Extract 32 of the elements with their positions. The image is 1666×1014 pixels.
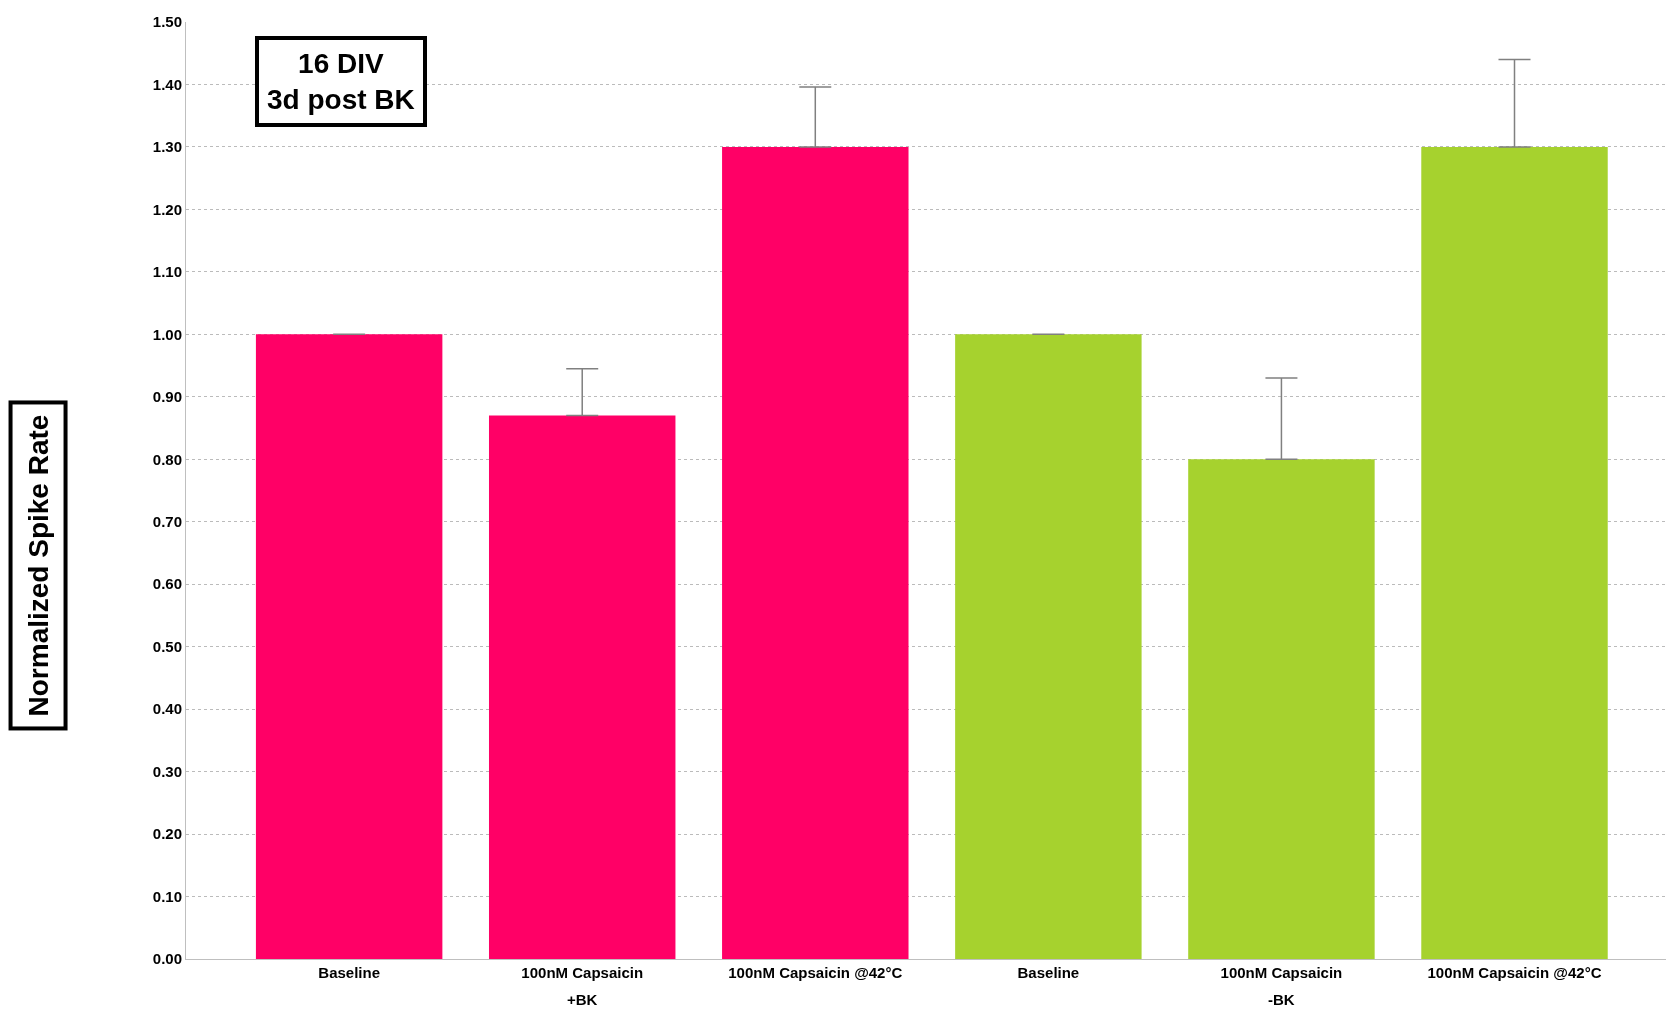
bar: [955, 334, 1142, 959]
y-tick-label: 0.20: [152, 825, 182, 843]
y-tick-label: 0.70: [152, 512, 182, 530]
y-tick-label: 1.20: [152, 200, 182, 218]
x-tick-label: 100nM Capsaicin @42°C: [728, 964, 903, 981]
y-tick-label: 1.10: [152, 263, 182, 281]
bar: [1188, 459, 1375, 959]
y-tick-label: 0.30: [152, 762, 182, 780]
y-tick-label: 1.30: [152, 138, 182, 156]
x-tick-label: 100nM Capsaicin @42°C: [1427, 964, 1602, 981]
y-tick-label: 1.50: [152, 13, 182, 31]
y-tick-label: 0.10: [152, 887, 182, 905]
text: +BK: [567, 991, 598, 1008]
y-tick-label: 1.00: [152, 325, 182, 343]
x-tick-label: 100nM Capsaicin: [521, 964, 644, 981]
x-tick-label: 100nM Capsaicin: [1220, 964, 1343, 981]
text: 16 DIV 3d post BK: [267, 48, 415, 116]
y-tick-label: 0.50: [152, 637, 182, 655]
bar: [488, 415, 676, 959]
y-tick-label: 1.40: [152, 75, 182, 93]
bar: [722, 146, 909, 959]
text: -BK: [1268, 991, 1295, 1008]
bar: [255, 334, 443, 959]
y-axis-title: Normalized Spike Rate: [22, 414, 54, 717]
bar: [1421, 146, 1608, 959]
x-tick-label: Baseline: [1017, 964, 1080, 981]
y-tick-label: 0.00: [152, 950, 182, 968]
x-tick-label: Baseline: [318, 964, 380, 981]
y-tick-label: 0.90: [152, 388, 182, 406]
y-tick-label: 0.40: [152, 700, 182, 718]
y-tick-label: 0.80: [152, 450, 182, 468]
y-tick-label: 0.60: [152, 575, 182, 593]
